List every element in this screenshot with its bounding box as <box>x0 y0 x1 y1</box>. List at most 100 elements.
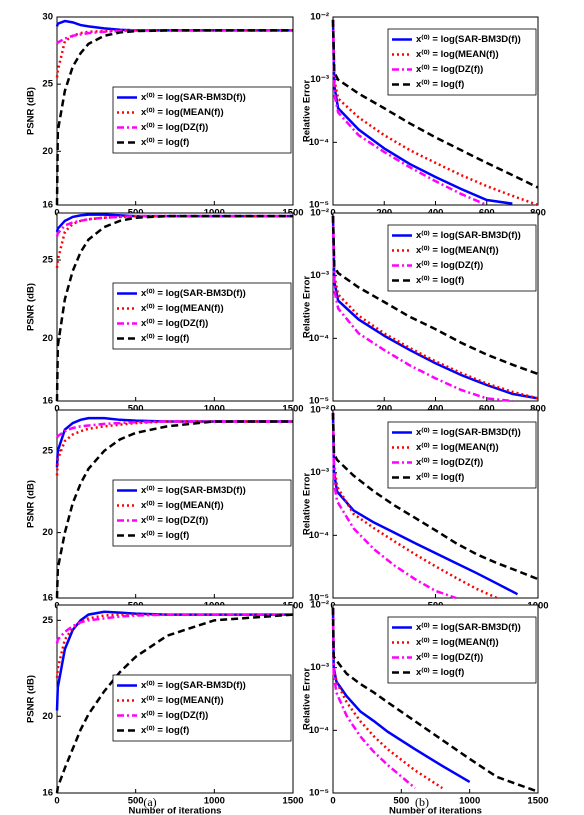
legend-label: x⁽⁰⁾ = log(SAR-BM3D(f)) <box>141 485 246 496</box>
legend-box <box>112 282 292 350</box>
legend-box <box>387 28 537 96</box>
legend-box <box>387 421 537 489</box>
y-tick-label: 10⁻² <box>310 12 329 23</box>
y-tick-label: 10⁻³ <box>310 662 329 673</box>
series-line <box>331 412 498 600</box>
caption: (b) <box>415 795 429 809</box>
legend-box <box>387 616 537 684</box>
legend-label: x⁽⁰⁾ = log(SAR-BM3D(f)) <box>416 427 521 438</box>
legend-label: x⁽⁰⁾ = log(f) <box>416 275 464 286</box>
series-line <box>331 412 519 596</box>
y-tick-label: 10⁻² <box>310 405 329 416</box>
legend-label: x⁽⁰⁾ = log(MEAN(f)) <box>141 303 224 314</box>
series-line <box>331 412 457 600</box>
legend-label: x⁽⁰⁾ = log(SAR-BM3D(f)) <box>141 288 246 299</box>
y-tick-label: 10⁻⁴ <box>309 137 330 148</box>
y-tick-label: 10⁻⁵ <box>309 593 329 604</box>
y-tick-label: 16 <box>42 788 53 799</box>
y-axis-label: PSNR (dB) <box>26 87 37 135</box>
x-tick-label: 400 <box>428 404 444 415</box>
x-tick-label: 600 <box>479 404 495 415</box>
y-tick-label: 20 <box>42 146 53 157</box>
series-line <box>331 607 444 790</box>
y-tick-label: 20 <box>42 711 53 722</box>
caption: (a) <box>143 795 156 809</box>
x-tick-label: 1000 <box>204 796 225 807</box>
y-tick-label: 10⁻⁴ <box>309 530 330 541</box>
legend-label: x⁽⁰⁾ = log(SAR-BM3D(f)) <box>141 92 246 103</box>
series-line <box>55 420 293 599</box>
legend-label: x⁽⁰⁾ = log(MEAN(f)) <box>416 637 499 648</box>
series-line <box>55 613 293 644</box>
series-line <box>55 420 293 476</box>
x-tick-label: 500 <box>393 796 409 807</box>
x-axis-label: Number of iterations <box>129 806 222 815</box>
x-tick-label: 1500 <box>527 796 548 807</box>
series-line <box>55 613 294 794</box>
series-line <box>55 214 293 402</box>
y-axis-label: Relative Error <box>302 80 313 143</box>
legend-label: x⁽⁰⁾ = log(MEAN(f)) <box>416 245 499 256</box>
y-tick-label: 30 <box>42 12 53 23</box>
legend-label: x⁽⁰⁾ = log(f) <box>416 79 464 90</box>
series-line <box>331 215 539 376</box>
legend-label: x⁽⁰⁾ = log(DZ(f)) <box>141 122 208 133</box>
legend-label: x⁽⁰⁾ = log(MEAN(f)) <box>141 107 224 118</box>
legend-box <box>387 224 537 292</box>
series-line <box>331 19 488 207</box>
series-line <box>331 607 416 789</box>
x-tick-label: 200 <box>376 404 392 415</box>
y-tick-label: 16 <box>42 396 53 407</box>
x-tick-label: 500 <box>128 796 144 807</box>
x-tick-label: 1000 <box>459 796 480 807</box>
y-axis-label: PSNR (dB) <box>26 480 37 528</box>
legend-label: x⁽⁰⁾ = log(f) <box>416 472 464 483</box>
y-axis-label: PSNR (dB) <box>26 675 37 723</box>
y-tick-label: 10⁻⁴ <box>309 333 330 344</box>
x-tick-label: 1500 <box>282 796 303 807</box>
y-tick-label: 25 <box>42 445 53 456</box>
x-tick-label: 500 <box>128 404 144 415</box>
y-tick-label: 20 <box>42 333 53 344</box>
legend-label: x⁽⁰⁾ = log(SAR-BM3D(f)) <box>416 34 521 45</box>
y-tick-label: 16 <box>42 593 53 604</box>
y-tick-label: 10⁻³ <box>310 270 329 281</box>
y-tick-label: 25 <box>42 615 53 626</box>
y-axis-label: PSNR (dB) <box>26 283 37 331</box>
y-axis-label: Relative Error <box>302 276 313 339</box>
series-line <box>331 19 539 207</box>
legend-label: x⁽⁰⁾ = log(SAR-BM3D(f)) <box>416 622 521 633</box>
legend-box <box>112 86 292 154</box>
y-tick-label: 25 <box>42 79 53 90</box>
y-axis-label: Relative Error <box>302 473 313 536</box>
legend-label: x⁽⁰⁾ = log(DZ(f)) <box>416 260 483 271</box>
y-tick-label: 16 <box>42 200 53 211</box>
y-tick-label: 10⁻² <box>310 208 329 219</box>
legend-label: x⁽⁰⁾ = log(f) <box>141 137 189 148</box>
y-tick-label: 10⁻⁴ <box>309 725 330 736</box>
legend-label: x⁽⁰⁾ = log(f) <box>416 667 464 678</box>
legend-label: x⁽⁰⁾ = log(f) <box>141 333 189 344</box>
x-tick-label: 800 <box>530 404 546 415</box>
y-tick-label: 10⁻³ <box>310 74 329 85</box>
y-tick-label: 10⁻⁵ <box>309 200 329 211</box>
legend-label: x⁽⁰⁾ = log(DZ(f)) <box>416 457 483 468</box>
legend-label: x⁽⁰⁾ = log(MEAN(f)) <box>141 500 224 511</box>
x-tick-label: 1000 <box>204 404 225 415</box>
x-tick-label: 0 <box>54 796 59 807</box>
y-tick-label: 10⁻⁵ <box>309 788 329 799</box>
series-line <box>331 412 539 581</box>
legend-label: x⁽⁰⁾ = log(DZ(f)) <box>141 710 208 721</box>
legend-label: x⁽⁰⁾ = log(DZ(f)) <box>141 318 208 329</box>
legend-label: x⁽⁰⁾ = log(f) <box>141 725 189 736</box>
y-tick-label: 20 <box>42 527 53 538</box>
legend-label: x⁽⁰⁾ = log(SAR-BM3D(f)) <box>416 230 521 241</box>
y-tick-label: 10⁻² <box>310 600 329 611</box>
series-line <box>55 29 293 206</box>
y-tick-label: 10⁻⁵ <box>309 396 329 407</box>
x-tick-label: 0 <box>330 796 335 807</box>
legend-label: x⁽⁰⁾ = log(DZ(f)) <box>416 64 483 75</box>
x-axis-label: Number of iterations <box>389 806 482 815</box>
series-line <box>331 215 513 403</box>
